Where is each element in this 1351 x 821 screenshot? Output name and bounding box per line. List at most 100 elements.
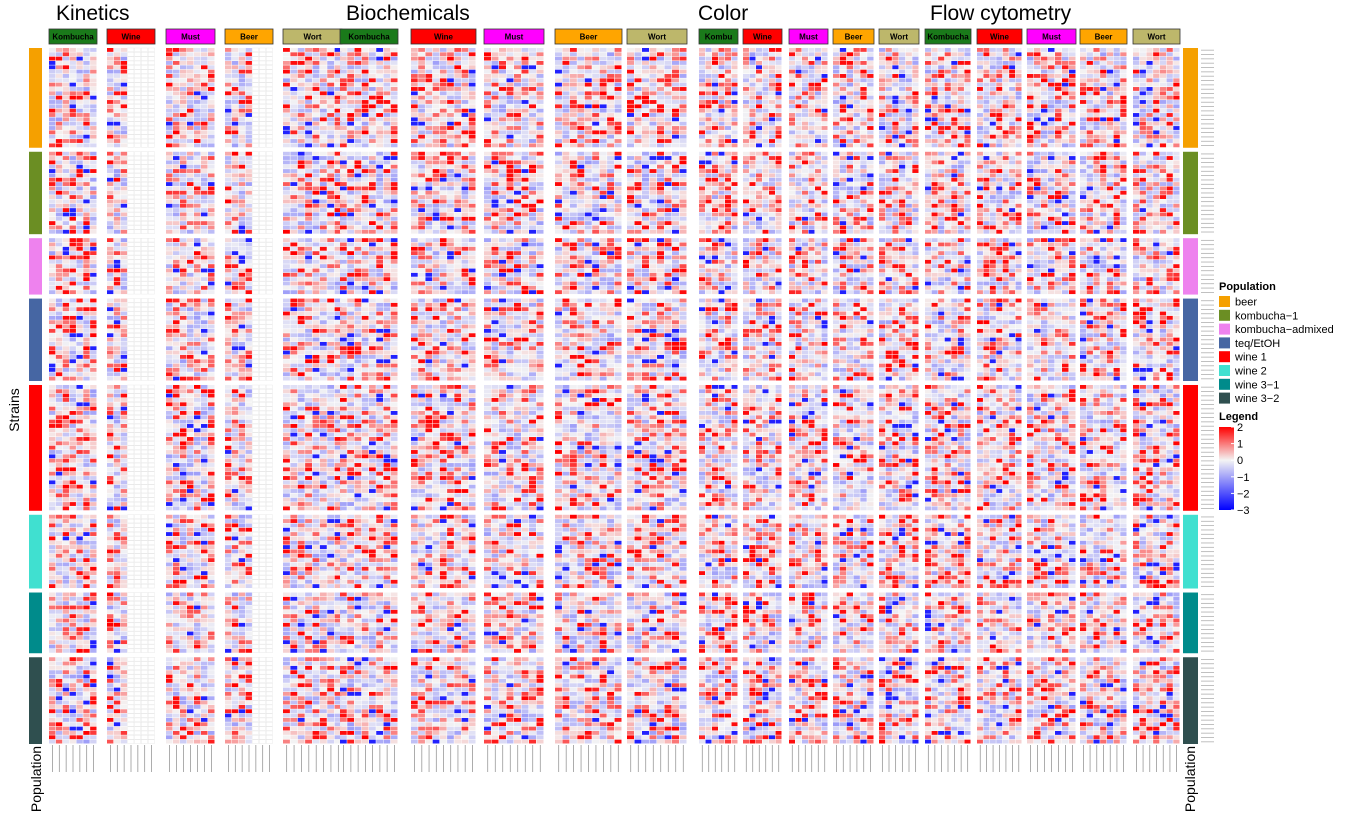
heatmap-cell	[238, 502, 246, 506]
heatmap-cell	[166, 497, 173, 502]
heatmap-cell	[231, 354, 239, 359]
heatmap-cell	[194, 139, 201, 143]
heatmap-cell	[225, 657, 232, 662]
heatmap-cell	[141, 69, 148, 74]
heatmap-cell	[238, 272, 246, 277]
heatmap-cell	[134, 527, 141, 532]
heatmap-cell	[69, 195, 76, 199]
heatmap-cell	[69, 87, 76, 91]
heatmap-cell	[147, 56, 155, 61]
heatmap-cell	[290, 69, 298, 74]
heatmap-cell	[127, 65, 135, 70]
heatmap-cell	[265, 190, 273, 195]
heatmap-cell	[49, 203, 56, 208]
heatmap-cell	[238, 674, 246, 679]
heatmap-cell	[252, 454, 259, 459]
heatmap-cell	[334, 350, 342, 355]
heatmap-cell	[225, 61, 232, 65]
heatmap-cell	[265, 78, 273, 83]
heatmap-cell	[120, 609, 128, 614]
heatmap-cell	[90, 156, 97, 160]
heatmap-cell	[76, 454, 83, 459]
heatmap-cell	[55, 432, 63, 437]
heatmap-cell	[90, 307, 97, 312]
heatmap-cell	[252, 194, 259, 200]
heatmap-cell	[305, 182, 313, 186]
heatmap-cell	[312, 341, 320, 346]
heatmap-cell	[166, 631, 173, 636]
heatmap-cell	[90, 411, 97, 415]
heatmap-cell	[49, 631, 56, 636]
heatmap-cell	[134, 242, 141, 247]
heatmap-cell	[201, 424, 208, 428]
heatmap-cell	[83, 354, 90, 359]
heatmap-cell	[194, 264, 201, 269]
heatmap-cell	[107, 225, 114, 230]
heatmap-cell	[245, 298, 252, 303]
heatmap-cell	[252, 225, 259, 230]
heatmap-cell	[312, 354, 320, 359]
heatmap-cell	[265, 268, 273, 273]
heatmap-cell	[238, 337, 246, 342]
heatmap-cell	[55, 467, 63, 472]
heatmap-cell	[166, 372, 173, 377]
heatmap-cell	[259, 346, 266, 351]
heatmap-cell	[283, 117, 290, 122]
heatmap-cell	[238, 195, 246, 199]
heatmap-cell	[141, 506, 148, 511]
heatmap-cell	[141, 372, 148, 377]
heatmap-cell	[245, 480, 252, 485]
heatmap-cell	[265, 108, 273, 113]
heatmap-cell	[141, 596, 148, 601]
heatmap-cell	[201, 402, 208, 407]
heatmap-cell	[297, 143, 305, 148]
heatmap-cell	[147, 350, 155, 355]
heatmap-cell	[166, 549, 173, 554]
heatmap-cell	[334, 272, 342, 277]
heatmap-cell	[319, 384, 327, 389]
facet-strip	[554, 28, 623, 45]
heatmap-cell	[252, 475, 259, 481]
heatmap-cell	[90, 208, 97, 212]
heatmap-cell	[55, 117, 63, 122]
heatmap-cell	[120, 359, 128, 364]
heatmap-cell	[180, 614, 187, 619]
heatmap-cell	[238, 186, 246, 191]
heatmap-cell	[245, 640, 252, 645]
heatmap-cell	[127, 406, 135, 411]
heatmap-cell	[208, 514, 215, 519]
heatmap-cell	[259, 104, 266, 109]
heatmap-cell	[231, 726, 239, 731]
heatmap-cell	[312, 52, 320, 57]
heatmap-cell	[180, 221, 187, 226]
heatmap-cell	[201, 609, 208, 614]
heatmap-cell	[83, 195, 90, 199]
heatmap-cell	[141, 143, 148, 148]
heatmap-cell	[173, 333, 180, 338]
heatmap-cell	[238, 696, 246, 701]
heatmap-cell	[83, 575, 90, 580]
heatmap-cell	[225, 463, 232, 467]
heatmap-cell	[180, 238, 187, 243]
heatmap-cell	[312, 91, 320, 96]
heatmap-cell	[134, 138, 141, 144]
heatmap-cell	[134, 493, 141, 498]
heatmap-cell	[90, 609, 97, 614]
heatmap-cell	[55, 601, 63, 606]
heatmap-cell	[187, 678, 194, 683]
heatmap-cell	[187, 173, 194, 178]
heatmap-cell	[194, 454, 201, 459]
heatmap-cell	[319, 48, 327, 52]
heatmap-cell	[127, 112, 135, 118]
heatmap-cell	[76, 514, 83, 519]
heatmap-cell	[231, 160, 239, 165]
heatmap-cell	[265, 614, 273, 619]
heatmap-cell	[194, 346, 201, 351]
heatmap-cell	[90, 173, 97, 178]
heatmap-cell	[107, 82, 114, 87]
heatmap-cell	[252, 160, 259, 165]
heatmap-cell	[76, 151, 83, 156]
heatmap-cell	[245, 489, 252, 493]
heatmap-cell	[127, 367, 135, 372]
heatmap-cell	[259, 596, 266, 601]
